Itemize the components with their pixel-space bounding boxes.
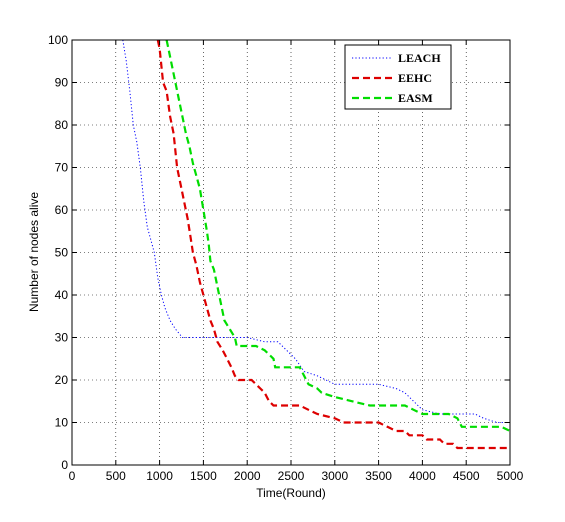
- legend: LEACH EEHC EASM: [344, 44, 452, 110]
- y-tick-label: 20: [55, 373, 69, 387]
- x-tick-label: 0: [69, 469, 76, 483]
- legend-box: [344, 44, 452, 110]
- y-tick-label: 80: [55, 118, 69, 132]
- legend-label-easm: EASM: [398, 91, 433, 105]
- y-tick-label: 10: [55, 416, 69, 430]
- y-tick-label: 90: [55, 76, 69, 90]
- series-line-easm: [165, 39, 511, 432]
- series-lines: [122, 39, 511, 450]
- y-tick-label: 40: [55, 288, 69, 302]
- x-tick-label: 2000: [234, 469, 261, 483]
- x-tick-label: 500: [106, 469, 126, 483]
- x-tick-label: 3000: [321, 469, 348, 483]
- x-axis-title: Time(Round): [256, 486, 326, 500]
- y-tick-label: 30: [55, 331, 69, 345]
- y-tick-label: 100: [48, 33, 68, 47]
- x-tick-label: 1500: [190, 469, 217, 483]
- x-tick-label: 3500: [365, 469, 392, 483]
- series-line-eehc: [156, 39, 510, 450]
- x-tick-label: 4500: [453, 469, 480, 483]
- x-tick-label: 1000: [146, 469, 173, 483]
- grid-lines: [72, 40, 510, 465]
- y-tick-label: 0: [61, 458, 68, 472]
- x-tick-label: 2500: [278, 469, 305, 483]
- legend-label-eehc: EEHC: [398, 71, 432, 85]
- axis-ticks: 0 500 1000 1500 2000 2500 3000 3500 4000 4500 5000…: [48, 33, 524, 483]
- legend-label-leach: LEACH: [398, 51, 441, 65]
- series-line-leach: [122, 39, 510, 423]
- y-axis-title: Number of nodes alive: [27, 192, 41, 312]
- x-tick-label: 4000: [409, 469, 436, 483]
- y-tick-label: 50: [55, 246, 69, 260]
- x-tick-label: 5000: [497, 469, 524, 483]
- y-tick-label: 70: [55, 161, 69, 175]
- y-tick-label: 60: [55, 203, 69, 217]
